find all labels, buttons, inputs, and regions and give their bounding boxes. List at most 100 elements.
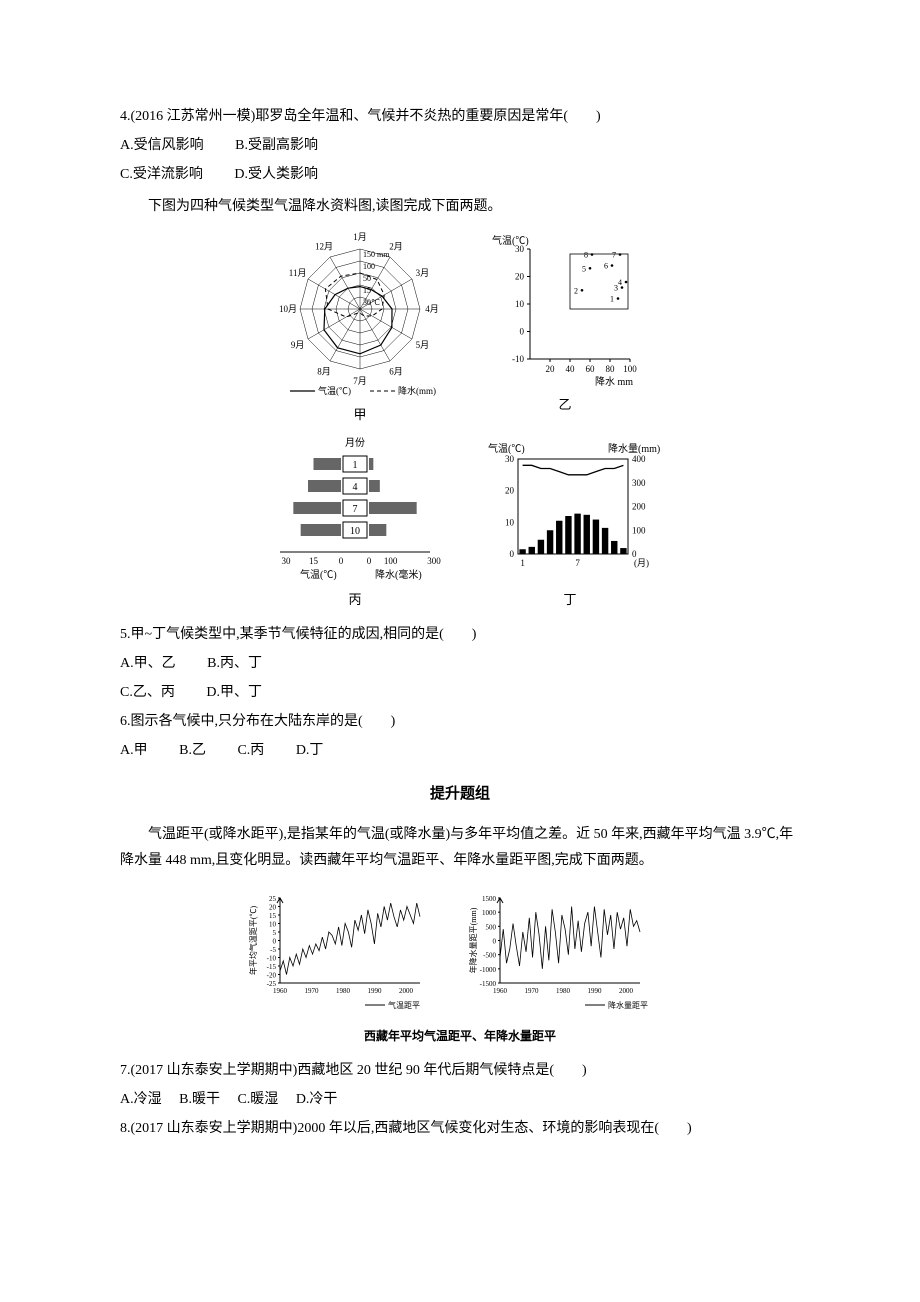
svg-text:1960: 1960 (493, 987, 508, 995)
svg-text:1990: 1990 (368, 987, 383, 995)
svg-text:1500: 1500 (482, 895, 497, 903)
label-ding: 丁 (563, 588, 576, 611)
svg-text:8月: 8月 (317, 366, 331, 376)
svg-text:年平均气温距平(℃): 年平均气温距平(℃) (248, 905, 258, 975)
q6-optB: B.乙 (179, 743, 206, 758)
svg-text:2000: 2000 (399, 987, 414, 995)
svg-text:降水(毫米): 降水(毫米) (375, 568, 422, 581)
svg-text:300: 300 (427, 556, 441, 566)
svg-text:4: 4 (353, 482, 358, 493)
svg-text:气温(℃): 气温(℃) (300, 568, 337, 581)
q5-optD: D.甲、丁 (206, 685, 262, 700)
q6-options: A.甲 B.乙 C.丙 D.丁 (120, 738, 800, 763)
svg-text:15: 15 (309, 556, 319, 566)
q7-optA: A.冷湿 (120, 1092, 162, 1107)
q4-optC: C.受洋流影响 (120, 167, 203, 182)
svg-text:100: 100 (632, 525, 646, 535)
label-jia: 甲 (353, 403, 366, 426)
label-yi: 乙 (558, 393, 571, 416)
svg-text:2月: 2月 (389, 241, 403, 251)
svg-text:100: 100 (363, 262, 375, 271)
q7-options: A.冷湿 B.暖干 C.暖湿 D.冷干 (120, 1087, 800, 1112)
svg-text:7月: 7月 (353, 376, 367, 386)
svg-text:20: 20 (505, 486, 515, 496)
svg-text:1000: 1000 (482, 909, 497, 917)
svg-text:-20: -20 (267, 971, 277, 979)
svg-text:2000: 2000 (619, 987, 634, 995)
svg-text:-15: -15 (267, 963, 277, 971)
svg-text:1: 1 (520, 558, 525, 568)
svg-text:7: 7 (353, 504, 358, 515)
svg-text:20: 20 (269, 903, 277, 911)
svg-text:4月: 4月 (425, 304, 439, 314)
q5-optC: C.乙、丙 (120, 685, 175, 700)
svg-text:10: 10 (350, 526, 360, 537)
q4-options-cd: C.受洋流影响 D.受人类影响 (120, 162, 800, 187)
svg-text:10: 10 (505, 517, 515, 527)
diagram-jia: 1月2月3月4月5月6月7月8月9月10月11月12月150 mm1005015… (270, 229, 450, 426)
svg-text:-10: -10 (512, 354, 524, 364)
svg-text:7: 7 (575, 558, 580, 568)
svg-text:-1000: -1000 (480, 966, 497, 974)
intro-q56: 下图为四种气候类型气温降水资料图,读图完成下面两题。 (120, 194, 800, 219)
q7-optC: C.暖湿 (237, 1092, 278, 1107)
svg-text:-5: -5 (270, 946, 276, 954)
svg-text:0: 0 (273, 937, 277, 945)
q6-optA: A.甲 (120, 743, 148, 758)
q7-optB: B.暖干 (179, 1092, 220, 1107)
q6-optC: C.丙 (237, 743, 264, 758)
q5-options-ab: A.甲、乙 B.丙、丁 (120, 651, 800, 676)
svg-text:气温距平: 气温距平 (388, 1000, 420, 1010)
svg-text:5: 5 (273, 929, 277, 937)
svg-text:10: 10 (269, 920, 277, 928)
svg-text:1980: 1980 (556, 987, 571, 995)
svg-text:6: 6 (604, 261, 608, 270)
svg-text:30: 30 (505, 454, 515, 464)
q4-text: 4.(2016 江苏常州一模)耶罗岛全年温和、气候并不炎热的重要原因是常年( ) (120, 104, 800, 129)
svg-text:1970: 1970 (525, 987, 540, 995)
q4-optD: D.受人类影响 (234, 167, 318, 182)
svg-text:1960: 1960 (273, 987, 288, 995)
svg-text:2: 2 (574, 286, 578, 295)
svg-text:气温(℃): 气温(℃) (492, 234, 529, 247)
svg-text:100: 100 (623, 364, 637, 374)
svg-text:8: 8 (584, 250, 588, 259)
section-heading: 提升题组 (120, 781, 800, 808)
svg-text:6月: 6月 (389, 366, 403, 376)
svg-text:1980: 1980 (336, 987, 351, 995)
svg-text:40: 40 (566, 364, 576, 374)
svg-text:9月: 9月 (291, 340, 305, 350)
svg-text:0: 0 (493, 937, 497, 945)
svg-text:0: 0 (510, 549, 515, 559)
svg-text:1990: 1990 (588, 987, 603, 995)
svg-text:20: 20 (515, 271, 525, 281)
svg-text:150 mm: 150 mm (363, 250, 390, 259)
svg-text:15: 15 (269, 912, 277, 920)
svg-text:降水(mm): 降水(mm) (398, 385, 436, 396)
svg-text:气温(℃): 气温(℃) (318, 385, 351, 396)
svg-text:降水量距平: 降水量距平 (608, 1000, 648, 1010)
svg-text:60: 60 (586, 364, 596, 374)
svg-text:200: 200 (632, 502, 646, 512)
svg-text:11月: 11月 (289, 268, 307, 278)
q6-optD: D.丁 (296, 743, 324, 758)
svg-text:300: 300 (632, 478, 646, 488)
svg-text:30℃: 30℃ (363, 298, 380, 307)
svg-text:1: 1 (353, 460, 358, 471)
svg-text:降水量(mm): 降水量(mm) (608, 442, 660, 455)
svg-text:0: 0 (367, 556, 372, 566)
q7-text: 7.(2017 山东泰安上学期期中)西藏地区 20 世纪 90 年代后期气候特点… (120, 1058, 800, 1083)
svg-text:年降水量距平(mm): 年降水量距平(mm) (468, 907, 478, 973)
svg-text:10: 10 (515, 299, 525, 309)
svg-text:3月: 3月 (416, 268, 430, 278)
svg-text:10月: 10月 (279, 304, 297, 314)
svg-text:5月: 5月 (416, 340, 430, 350)
q5-text: 5.甲~丁气候类型中,某季节气候特征的成因,相同的是( ) (120, 622, 800, 647)
svg-text:500: 500 (486, 923, 497, 931)
q4-optB: B.受副高影响 (235, 138, 318, 153)
svg-text:0: 0 (520, 326, 525, 336)
svg-text:1月: 1月 (353, 232, 367, 242)
svg-text:7: 7 (612, 250, 616, 259)
q4-options-ab: A.受信风影响 B.受副高影响 (120, 133, 800, 158)
svg-text:5: 5 (582, 264, 586, 273)
